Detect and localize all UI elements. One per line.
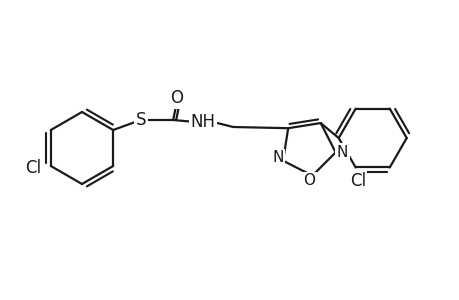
Text: O: O: [303, 173, 315, 188]
Text: N: N: [272, 150, 283, 165]
Text: S: S: [135, 111, 146, 129]
Text: N: N: [336, 145, 347, 160]
Text: Cl: Cl: [25, 159, 41, 177]
Text: Cl: Cl: [349, 172, 365, 190]
Text: NH: NH: [190, 113, 215, 131]
Text: O: O: [169, 89, 182, 107]
